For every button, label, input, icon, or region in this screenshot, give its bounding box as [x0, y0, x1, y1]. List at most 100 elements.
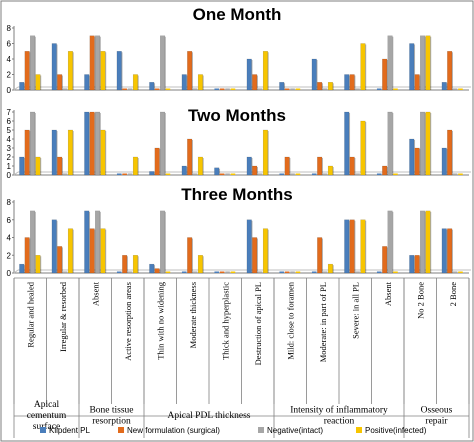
bar-shade [56, 220, 58, 273]
bar-shade [430, 36, 432, 90]
bar [214, 88, 220, 90]
bar [127, 271, 133, 273]
bar-shade [105, 229, 107, 273]
bar-shade [164, 211, 166, 273]
bar [447, 129, 453, 176]
bar-shade [202, 256, 204, 273]
bar [116, 51, 122, 91]
bar [425, 210, 431, 274]
y-tick-label: 6 [7, 117, 12, 126]
bar-shade [29, 52, 31, 90]
bar [349, 74, 355, 91]
bar [181, 271, 187, 273]
bar [197, 74, 203, 91]
category-label: 2 Bone [448, 282, 458, 307]
bar-shade [72, 52, 74, 90]
bar [24, 129, 30, 176]
bar [360, 219, 366, 274]
bar [149, 263, 155, 274]
bar-shade [164, 113, 166, 175]
bar-shade [284, 83, 286, 90]
bar-shade [256, 75, 258, 90]
y-tick-label: 6 [7, 216, 12, 225]
bar [116, 271, 122, 273]
bar-shade [392, 211, 394, 273]
bar [30, 35, 36, 91]
legend-label: Negative(intact) [267, 426, 323, 435]
bar-shade [386, 167, 388, 175]
bar [317, 156, 323, 176]
category-label: Mild: close to foramen [285, 281, 295, 359]
bar-shade [29, 131, 31, 175]
bar [290, 173, 295, 175]
bar [132, 255, 138, 274]
bar-shade [430, 113, 432, 175]
bar-shade [191, 52, 193, 90]
y-tick-label: 2 [7, 251, 12, 260]
bar [452, 271, 458, 273]
bar [225, 173, 230, 175]
bar-shade [24, 83, 26, 90]
bar-shade [451, 229, 453, 273]
group-label: Apical [34, 400, 60, 410]
bar [279, 271, 285, 273]
bar-shade [99, 211, 101, 273]
bar-shade [354, 158, 356, 175]
y-tick-label: 8 [7, 24, 12, 33]
bar [187, 138, 193, 176]
bar [122, 173, 127, 175]
bar-shade [251, 158, 253, 175]
bar [327, 165, 333, 176]
bar [290, 271, 295, 273]
bar [360, 120, 366, 176]
bar-shade [414, 256, 416, 273]
bar-shade [424, 211, 426, 273]
bar [262, 129, 268, 176]
legend-label: Klipdent PL [49, 426, 90, 435]
bar [127, 88, 133, 90]
bar [279, 82, 285, 91]
bar-shade [332, 167, 334, 175]
bar [51, 129, 57, 176]
y-tick-label: 7 [7, 108, 12, 117]
bar [447, 228, 453, 274]
bar [24, 51, 30, 91]
bar-shade [164, 36, 166, 90]
bar [295, 173, 301, 175]
bar [192, 173, 198, 175]
bar [349, 219, 355, 274]
bar [57, 74, 63, 91]
bar-shade [191, 140, 193, 175]
bar-shade [56, 44, 58, 90]
bar [409, 138, 415, 176]
group-label: repair [425, 417, 448, 427]
bar [441, 82, 447, 91]
x-axis-floor [13, 269, 19, 274]
category-label: Moderate thickness [188, 282, 198, 348]
bar-shade [419, 256, 421, 273]
bar [257, 271, 263, 273]
bar-shade [34, 211, 36, 273]
bar-shade [61, 158, 63, 175]
bar [322, 271, 328, 273]
bar [382, 165, 388, 176]
bar [355, 88, 360, 90]
bar [317, 82, 323, 91]
bar [317, 237, 323, 274]
bar [420, 210, 426, 274]
bar [197, 255, 203, 274]
bar [393, 173, 398, 175]
bar [57, 156, 63, 176]
bar-shade [61, 247, 63, 273]
bar [154, 88, 160, 90]
bar [360, 43, 366, 91]
bar [67, 129, 73, 176]
bar [51, 43, 57, 91]
bar [219, 173, 225, 175]
legend-swatch [118, 427, 124, 433]
bar-shade [40, 256, 42, 273]
bar-shade [137, 75, 139, 90]
y-tick-label: 2 [7, 71, 12, 80]
bar [30, 210, 36, 274]
bar [132, 74, 138, 91]
